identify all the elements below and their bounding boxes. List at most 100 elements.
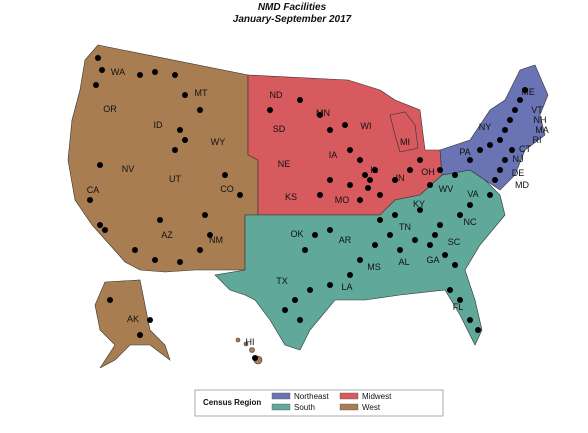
facility-dot <box>327 227 333 233</box>
facility-dot <box>177 259 183 265</box>
facility-dot <box>372 167 378 173</box>
regions <box>67 44 549 369</box>
facility-dot <box>447 287 453 293</box>
facility-dot <box>132 247 138 253</box>
facility-dot <box>317 192 323 198</box>
facility-dot <box>487 192 493 198</box>
facility-dots <box>87 55 528 361</box>
facility-dot <box>442 252 448 258</box>
state-label: NE <box>278 159 291 169</box>
facility-dot <box>202 212 208 218</box>
facility-dot <box>475 327 481 333</box>
state-label: VA <box>467 189 478 199</box>
facility-dot <box>467 157 473 163</box>
facility-dot <box>452 262 458 268</box>
facility-dot <box>367 177 373 183</box>
legend-swatch <box>271 403 291 411</box>
facility-dot <box>407 167 413 173</box>
michigan <box>389 111 419 153</box>
facility-dot <box>342 122 348 128</box>
facility-dot <box>467 202 473 208</box>
legend-label: South <box>294 403 315 412</box>
facility-dot <box>222 172 228 178</box>
state-label: ND <box>270 90 283 100</box>
facility-dot <box>102 227 108 233</box>
facility-dot <box>282 307 288 313</box>
state-label: PA <box>459 147 470 157</box>
facility-dot <box>267 107 273 113</box>
facility-dot <box>297 317 303 323</box>
facility-dot <box>327 282 333 288</box>
facility-dot <box>182 137 188 143</box>
facility-dot <box>197 107 203 113</box>
facility-dot <box>467 317 473 323</box>
facility-dot <box>372 242 378 248</box>
facility-dot <box>437 167 443 173</box>
state-label: KY <box>413 199 425 209</box>
facility-dot <box>357 197 363 203</box>
facility-dot <box>427 182 433 188</box>
state-label: MA <box>535 125 549 135</box>
facility-dot <box>417 207 423 213</box>
state-label: AZ <box>161 230 173 240</box>
facility-dot <box>93 82 99 88</box>
state-labels: WA OR CA NV ID MT WY UT CO AZ NM AK HI ND SD NE KS MN IA MO… <box>87 67 549 347</box>
facility-dot <box>457 297 463 303</box>
facility-dot <box>392 212 398 218</box>
legend-title: Census Region <box>203 398 261 407</box>
northeast-region <box>439 64 549 191</box>
state-label: FL <box>453 302 464 312</box>
facility-dot <box>417 157 423 163</box>
facility-dot <box>357 157 363 163</box>
state-label: ID <box>154 120 164 130</box>
state-label: IN <box>396 173 405 183</box>
title: NMD Facilities <box>258 2 327 13</box>
facility-dot <box>502 157 508 163</box>
state-label: OR <box>103 104 117 114</box>
facility-dot <box>357 257 363 263</box>
facility-dot <box>437 222 443 228</box>
facility-dot <box>207 232 213 238</box>
facility-dot <box>347 182 353 188</box>
facility-dot <box>365 185 371 191</box>
state-label: CA <box>87 185 100 195</box>
facility-dot <box>507 117 513 123</box>
facility-dot <box>157 217 163 223</box>
facility-dot <box>487 142 493 148</box>
state-label: MO <box>335 195 350 205</box>
facility-dot <box>457 212 463 218</box>
facility-dot <box>177 127 183 133</box>
facility-dot <box>147 317 153 323</box>
legend-swatch <box>271 392 291 400</box>
state-label: NY <box>479 122 492 132</box>
legend-swatch <box>339 403 359 411</box>
state-label: NV <box>122 164 135 174</box>
subtitle: January-September 2017 <box>233 14 352 25</box>
facility-dot <box>87 197 93 203</box>
facility-dot <box>512 107 518 113</box>
facility-dot <box>432 232 438 238</box>
state-label: CO <box>220 184 234 194</box>
legend-label: West <box>362 403 381 412</box>
legend-swatch <box>339 392 359 400</box>
facility-dot <box>497 137 503 143</box>
facility-dot <box>452 172 458 178</box>
state-label: TX <box>276 276 288 286</box>
legend: Census Region Northeast Midwest South West <box>194 389 444 417</box>
facility-dot <box>107 297 113 303</box>
state-label: CT <box>519 144 531 154</box>
state-label: MN <box>316 108 330 118</box>
state-label: LA <box>341 282 352 292</box>
state-label: ME <box>521 87 535 97</box>
state-label: MD <box>515 180 529 190</box>
state-label: NJ <box>513 154 524 164</box>
facility-dot <box>522 87 528 93</box>
state-label: HI <box>246 337 255 347</box>
facility-dot <box>172 72 178 78</box>
legend-label: Midwest <box>362 392 392 401</box>
state-label: OK <box>290 229 303 239</box>
state-label: WV <box>439 184 454 194</box>
facility-dot <box>392 177 398 183</box>
facility-dot <box>347 272 353 278</box>
facility-dot <box>237 192 243 198</box>
